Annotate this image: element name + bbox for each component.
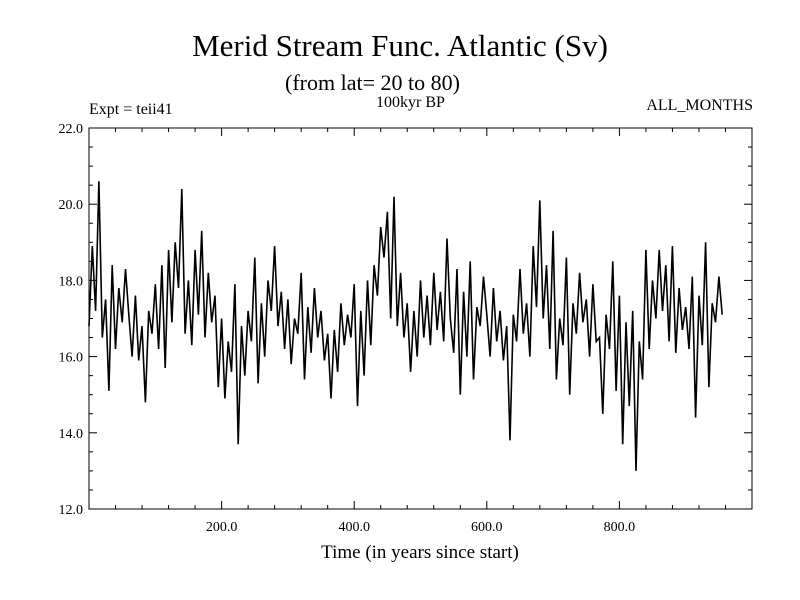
y-tick-label: 16.0 — [59, 351, 84, 366]
x-tick-label: 400.0 — [338, 520, 370, 535]
y-tick-label: 14.0 — [59, 427, 84, 442]
experiment-label: Expt = teii41 — [89, 101, 173, 118]
period-label: 100kyr BP — [376, 94, 445, 111]
months-label: ALL_MONTHS — [646, 97, 753, 114]
x-tick-label: 600.0 — [471, 520, 503, 535]
y-tick-label: 18.0 — [59, 274, 84, 289]
y-tick-label: 20.0 — [59, 198, 84, 213]
y-tick-label: 12.0 — [59, 503, 84, 518]
series-line — [88, 181, 723, 471]
chart-subtitle: (from lat= 20 to 80) — [285, 70, 460, 95]
x-axis-label: Time (in years since start) — [321, 542, 519, 563]
x-tick-label: 800.0 — [604, 520, 636, 535]
x-tick-label: 200.0 — [206, 520, 238, 535]
y-tick-label: 22.0 — [59, 122, 84, 137]
plot-frame — [88, 127, 753, 510]
chart-title: Merid Stream Func. Atlantic (Sv) — [192, 28, 608, 63]
